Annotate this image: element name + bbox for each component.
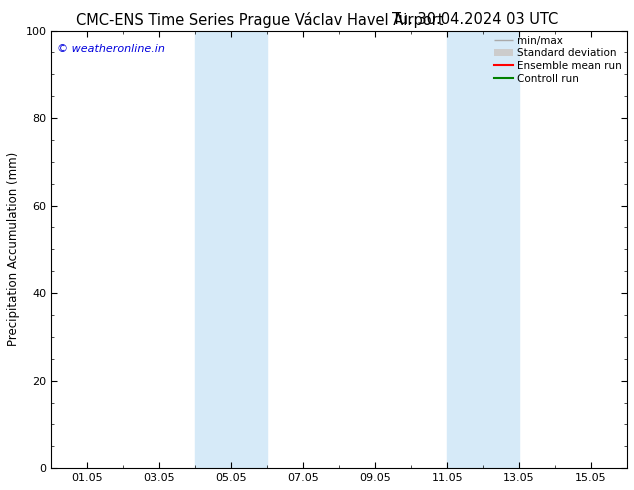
Text: CMC-ENS Time Series Prague Václav Havel Airport: CMC-ENS Time Series Prague Václav Havel … [76,12,444,28]
Bar [447,30,519,468]
Text: Tu. 30.04.2024 03 UTC: Tu. 30.04.2024 03 UTC [392,12,558,27]
Y-axis label: Precipitation Accumulation (mm): Precipitation Accumulation (mm) [7,152,20,346]
Bar [195,30,268,468]
Text: © weatheronline.in: © weatheronline.in [57,44,165,54]
Legend: min/max, Standard deviation, Ensemble mean run, Controll run: min/max, Standard deviation, Ensemble me… [494,36,622,84]
